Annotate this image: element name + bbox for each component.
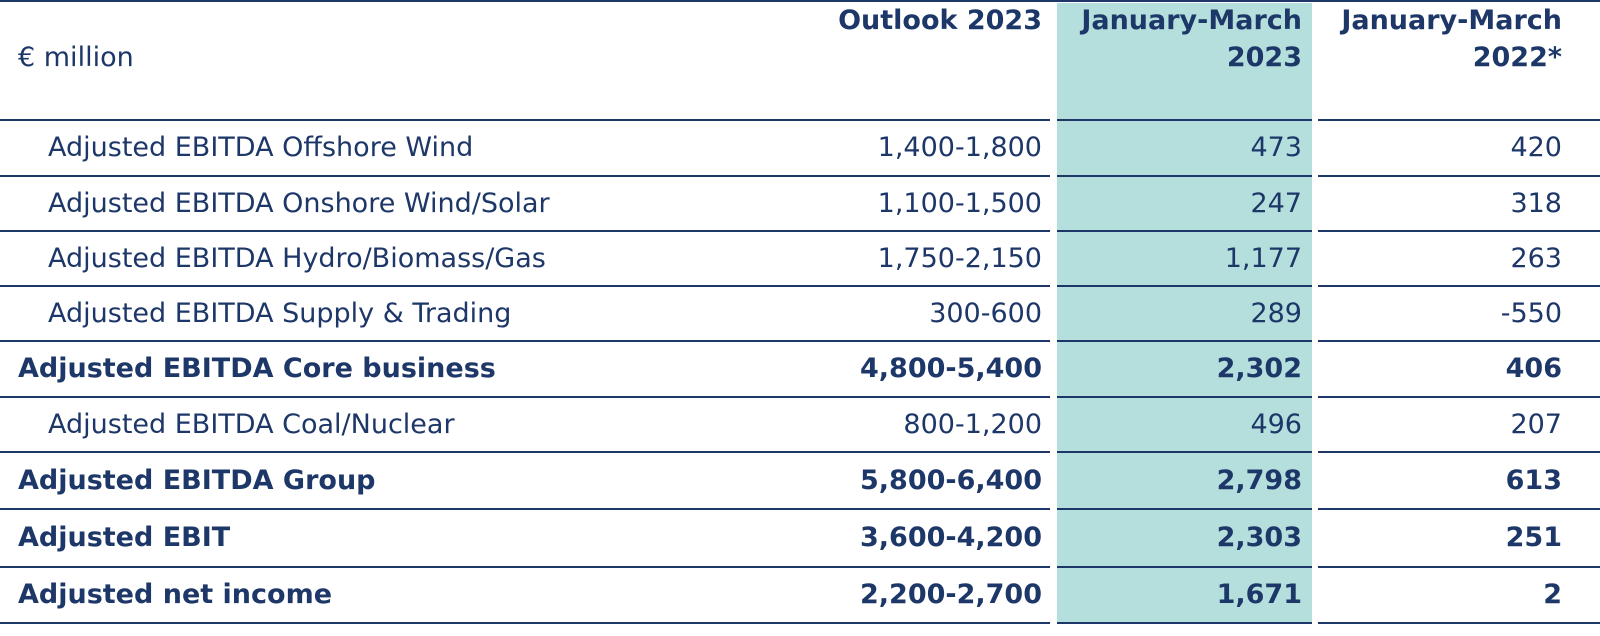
- cell-value: 1,177: [1224, 242, 1302, 274]
- cell-value: 2: [1543, 579, 1562, 610]
- row-rule: [1318, 396, 1600, 398]
- row-rule: [1318, 119, 1600, 121]
- column-header: January-March 2023: [1081, 5, 1302, 73]
- row-rule: [0, 451, 1050, 453]
- cell-value: 4,800-5,400: [859, 353, 1042, 384]
- row-rule: [1318, 622, 1600, 624]
- cell-value: 318: [1510, 187, 1562, 219]
- row-rule: [0, 622, 1050, 624]
- cell-value: 406: [1505, 353, 1562, 384]
- top-rule: [0, 0, 1600, 2]
- cell-value: 247: [1250, 187, 1302, 219]
- row-rule: [0, 396, 1050, 398]
- row-rule: [1057, 566, 1312, 568]
- cell-value: 3,600-4,200: [859, 522, 1042, 553]
- row-rule: [1057, 175, 1312, 177]
- cell-value: 5,800-6,400: [859, 464, 1042, 496]
- cell-value: 473: [1250, 132, 1302, 163]
- cell-value: 300-600: [929, 297, 1042, 329]
- cell-value: 613: [1505, 464, 1562, 496]
- row-rule: [1057, 285, 1312, 287]
- cell-value: 496: [1250, 408, 1302, 440]
- cell-value: 2,200-2,700: [859, 579, 1042, 610]
- cell-value: 800-1,200: [903, 408, 1042, 440]
- row-label: Adjusted EBITDA Coal/Nuclear: [48, 408, 455, 440]
- row-rule: [0, 175, 1050, 177]
- cell-value: 2,303: [1216, 522, 1302, 553]
- row-rule: [1057, 340, 1312, 342]
- row-rule: [0, 230, 1050, 232]
- row-rule: [1318, 451, 1600, 453]
- row-rule: [1057, 508, 1312, 510]
- row-rule: [1318, 285, 1600, 287]
- row-rule: [0, 340, 1050, 342]
- cell-value: 263: [1510, 242, 1562, 274]
- cell-value: 1,100-1,500: [877, 187, 1042, 219]
- row-rule: [1318, 230, 1600, 232]
- row-rule: [0, 566, 1050, 568]
- row-label: Adjusted EBITDA Supply & Trading: [48, 297, 512, 329]
- row-rule: [1318, 566, 1600, 568]
- row-label: Adjusted EBITDA Core business: [18, 353, 496, 384]
- row-rule: [1318, 508, 1600, 510]
- row-label: Adjusted EBITDA Group: [18, 464, 376, 496]
- column-header: January-March 2022*: [1341, 5, 1562, 73]
- row-label: Adjusted EBITDA Onshore Wind/Solar: [48, 187, 550, 219]
- row-label: Adjusted EBITDA Hydro/Biomass/Gas: [48, 242, 546, 274]
- row-rule: [1057, 622, 1312, 624]
- row-rule: [1057, 396, 1312, 398]
- row-label: Adjusted net income: [18, 579, 333, 610]
- column-header: Outlook 2023: [838, 5, 1042, 36]
- row-rule: [1057, 230, 1312, 232]
- row-rule: [1318, 340, 1600, 342]
- cell-value: 251: [1505, 522, 1562, 553]
- cell-value: 420: [1510, 132, 1562, 163]
- cell-value: 1,671: [1216, 579, 1302, 610]
- cell-value: 1,400-1,800: [877, 132, 1042, 163]
- row-rule: [0, 119, 1050, 121]
- row-rule: [0, 508, 1050, 510]
- cell-value: -550: [1500, 297, 1562, 329]
- row-rule: [1318, 175, 1600, 177]
- row-label: Adjusted EBITDA Offshore Wind: [48, 132, 474, 163]
- row-rule: [1057, 119, 1312, 121]
- highlight-column: [1057, 3, 1312, 623]
- cell-value: 207: [1510, 408, 1562, 440]
- cell-value: 2,302: [1216, 353, 1302, 384]
- cell-value: 2,798: [1216, 464, 1302, 496]
- unit-label: € million: [18, 42, 134, 73]
- row-rule: [0, 285, 1050, 287]
- row-rule: [1057, 451, 1312, 453]
- row-label: Adjusted EBIT: [18, 522, 231, 553]
- cell-value: 1,750-2,150: [877, 242, 1042, 274]
- cell-value: 289: [1250, 297, 1302, 329]
